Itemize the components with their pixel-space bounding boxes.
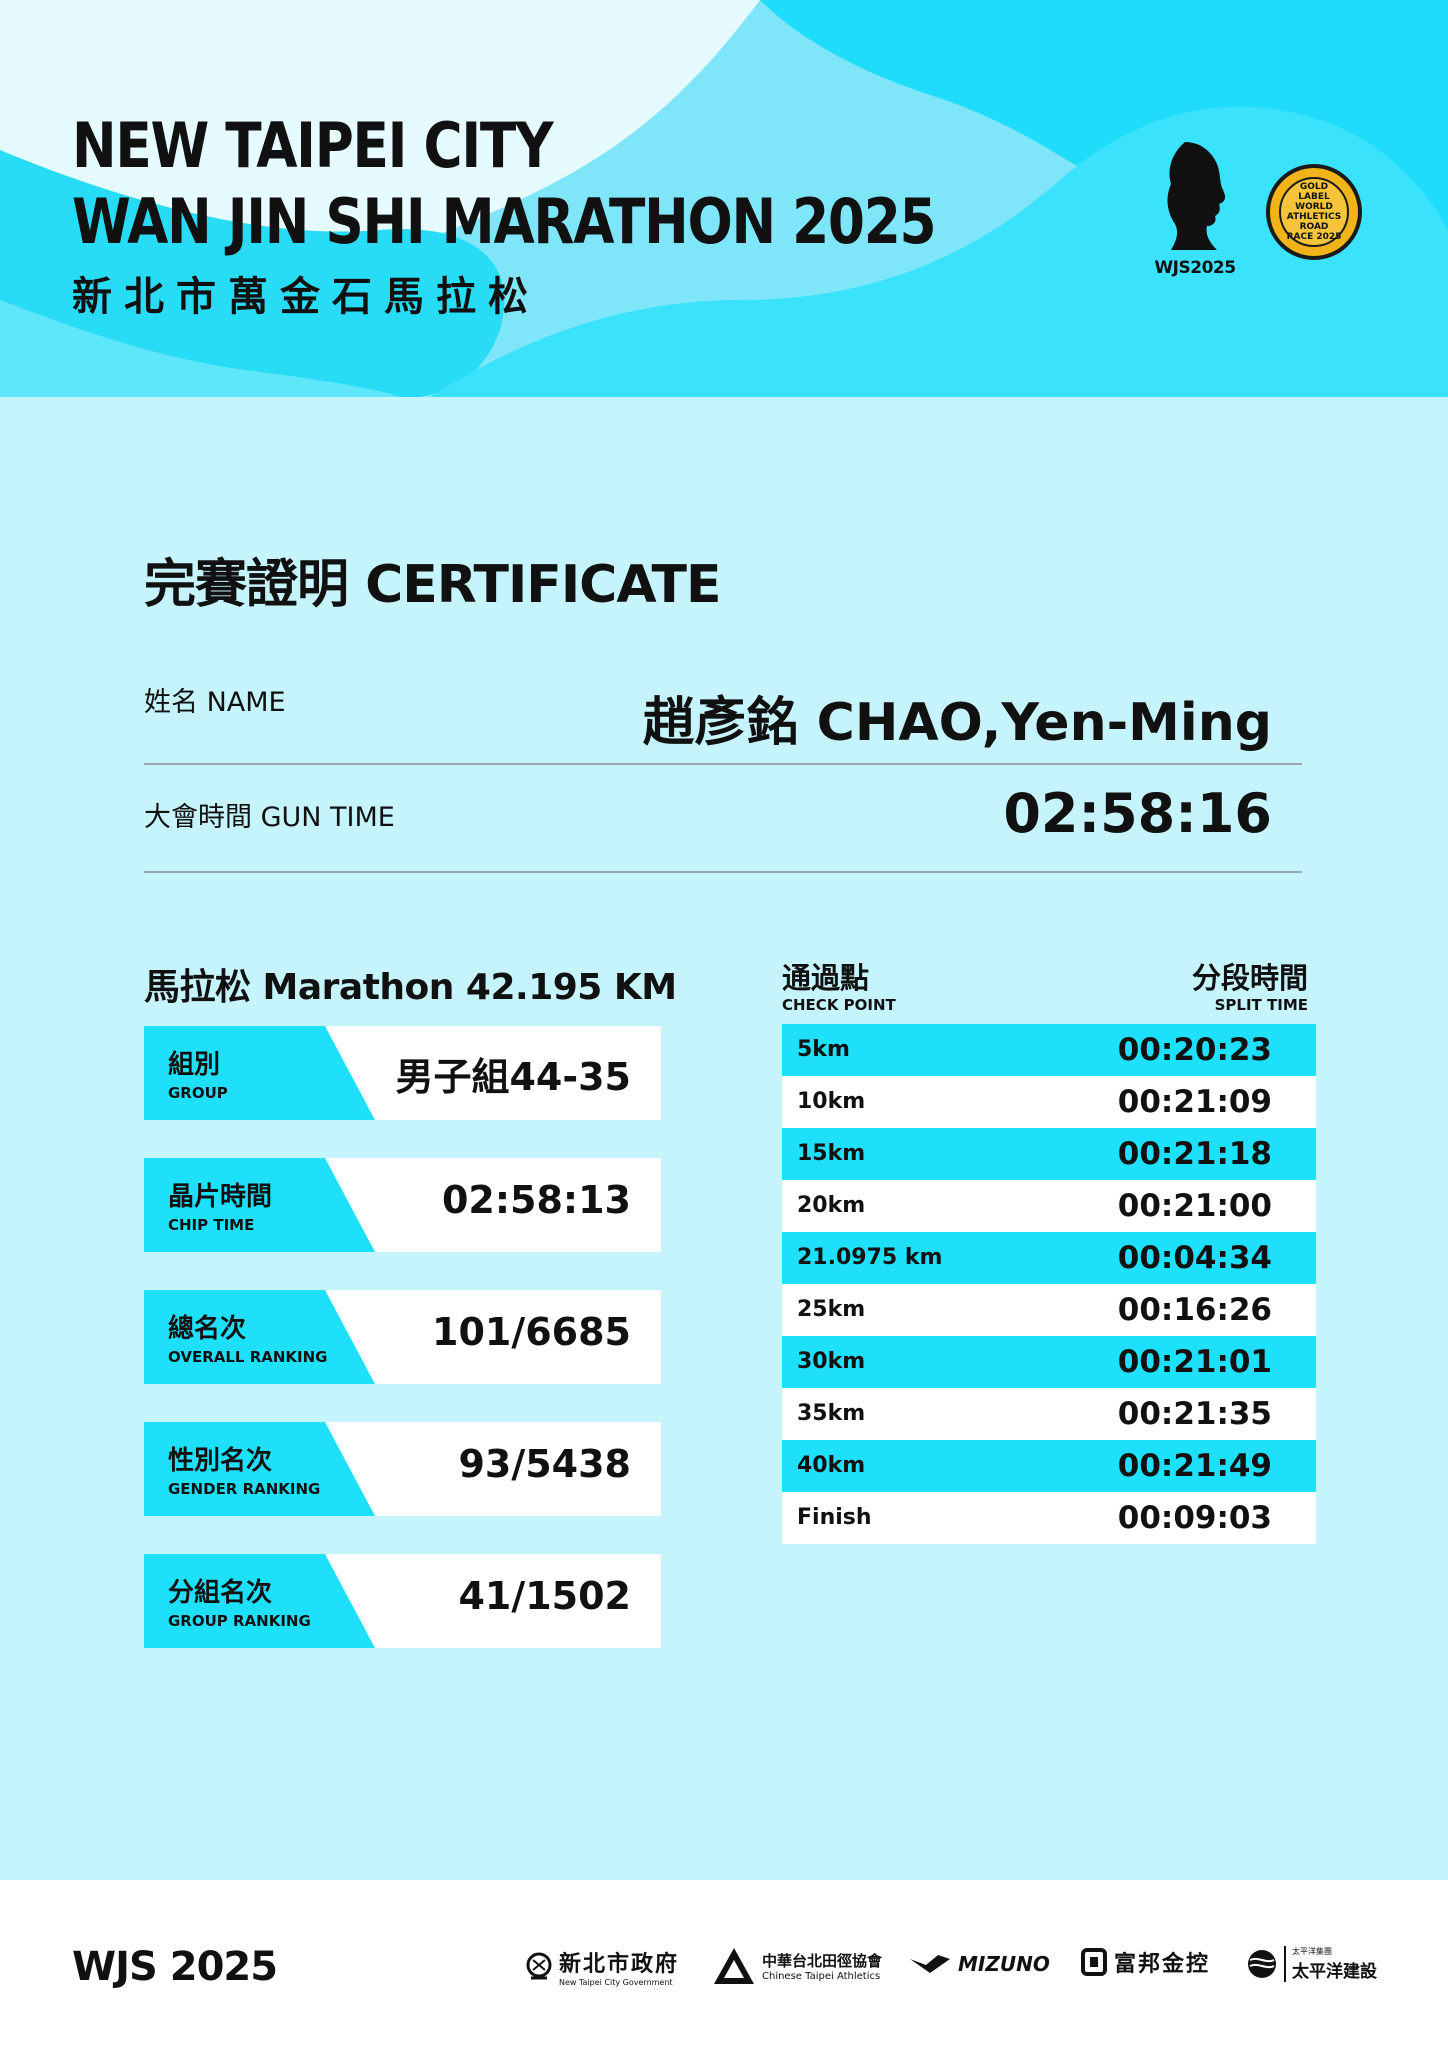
stat-label-zh: 晶片時間	[168, 1182, 273, 1212]
name-label: 姓名 NAME	[144, 687, 286, 718]
split-time-cell: 00:16:26	[1117, 1292, 1272, 1328]
checkpoint-cell: 21.0975 km	[797, 1245, 943, 1270]
split-time-cell: 00:20:23	[1117, 1032, 1272, 1068]
race-title: 馬拉松 Marathon 42.195 KM	[144, 967, 677, 1008]
gun-time-label: 大會時間 GUN TIME	[144, 802, 395, 833]
checkpoint-cell: 5km	[797, 1037, 850, 1062]
table-row: 5km 00:20:23	[782, 1024, 1316, 1076]
divider	[144, 763, 1302, 765]
stat-value: 男子組44-35	[395, 1055, 631, 1099]
stat-value: 93/5438	[458, 1442, 631, 1486]
stat-label-en: GENDER RANKING	[168, 1480, 321, 1498]
stat-label-en: GROUP	[168, 1084, 228, 1102]
sponsor-fubon: 富邦金控	[1080, 1946, 1210, 1978]
split-time-cell: 00:21:49	[1117, 1448, 1272, 1484]
title-chinese: 新北市萬金石馬拉松	[72, 274, 540, 320]
cta-triangle-icon	[714, 1948, 754, 1984]
mizuno-runbird-icon	[910, 1955, 950, 1973]
sponsor-pacific-name: 太平洋建設	[1292, 1962, 1377, 1982]
checkpoint-cell: 30km	[797, 1349, 866, 1374]
stat-value: 41/1502	[458, 1574, 631, 1618]
stat-label-zh: 分組名次	[168, 1578, 273, 1608]
wjs-logo-label: WJS2025	[1154, 258, 1236, 278]
table-row: 21.0975 km 00:04:34	[782, 1232, 1316, 1284]
ntpc-emblem-icon	[526, 1952, 552, 1979]
fubon-logo-icon	[1081, 1948, 1107, 1976]
split-time-cell: 00:21:01	[1117, 1344, 1272, 1380]
table-row: 20km 00:21:00	[782, 1180, 1316, 1232]
stat-value: 101/6685	[432, 1310, 631, 1354]
checkpoint-header-en: CHECK POINT	[782, 996, 896, 1014]
event-title: NEW TAIPEI CITY WAN JIN SHI MARATHON 202…	[72, 108, 1076, 322]
stat-value: 02:58:13	[441, 1178, 631, 1222]
split-time-cell: 00:21:35	[1117, 1396, 1272, 1432]
stat-group-ranking: 分組名次 GROUP RANKING 41/1502	[144, 1554, 661, 1648]
footer-brand: WJS 2025	[72, 1944, 278, 1990]
wjs-logo: WJS2025	[1150, 140, 1240, 278]
stat-label-zh: 總名次	[168, 1314, 247, 1344]
stat-label-zh: 性別名次	[168, 1446, 273, 1476]
stat-label-en: CHIP TIME	[168, 1216, 255, 1234]
title-line-2: WAN JIN SHI MARATHON 2025	[72, 185, 937, 258]
sponsor-cta: 中華台北田徑協會 Chinese Taipei Athletics	[712, 1946, 882, 1986]
divider	[144, 871, 1302, 873]
table-row: 25km 00:16:26	[782, 1284, 1316, 1336]
stat-chip-time: 晶片時間 CHIP TIME 02:58:13	[144, 1158, 661, 1252]
table-row: 35km 00:21:35	[782, 1388, 1316, 1440]
stat-overall-ranking: 總名次 OVERALL RANKING 101/6685	[144, 1290, 661, 1384]
stat-label-en: GROUP RANKING	[168, 1612, 311, 1630]
sponsor-cta-en: Chinese Taipei Athletics	[762, 1971, 881, 1982]
split-header-en: SPLIT TIME	[1214, 996, 1308, 1014]
sponsor-ntpc-name: 新北市政府	[559, 1952, 680, 1977]
runner-name: 趙彥銘 CHAO,Yen-Ming	[642, 693, 1272, 753]
sponsor-mizuno-name: MIZUNO	[958, 1952, 1050, 1976]
stat-group: 組別 GROUP 男子組44-35	[144, 1026, 661, 1120]
split-time-cell: 00:21:09	[1117, 1084, 1272, 1120]
split-header-zh: 分段時間	[1191, 961, 1308, 995]
checkpoint-cell: 15km	[797, 1141, 866, 1166]
table-row: 40km 00:21:49	[782, 1440, 1316, 1492]
sponsor-cta-name: 中華台北田徑協會	[762, 1952, 883, 1970]
sponsor-ntpc: 新北市政府 New Taipei City Government	[525, 1946, 679, 1987]
table-row: 30km 00:21:01	[782, 1336, 1316, 1388]
checkpoint-cell: 40km	[797, 1453, 866, 1478]
pacific-globe-icon	[1248, 1950, 1276, 1978]
gun-time-value: 02:58:16	[1003, 782, 1272, 845]
splits-table: 5km 00:20:23 10km 00:21:09 15km 00:21:18…	[782, 1024, 1316, 1544]
table-row: Finish 00:09:03	[782, 1492, 1316, 1544]
stat-label-en: OVERALL RANKING	[168, 1348, 328, 1366]
checkpoint-cell: Finish	[797, 1505, 872, 1530]
badge-text: GOLD LABEL WORLD ATHLETICS ROAD RACE 202…	[1286, 182, 1342, 242]
queens-head-icon	[1167, 142, 1226, 250]
table-row: 15km 00:21:18	[782, 1128, 1316, 1180]
checkpoint-cell: 10km	[797, 1089, 866, 1114]
checkpoint-cell: 20km	[797, 1193, 866, 1218]
checkpoint-cell: 25km	[797, 1297, 866, 1322]
stat-gender-ranking: 性別名次 GENDER RANKING 93/5438	[144, 1422, 661, 1516]
sponsor-fubon-name: 富邦金控	[1114, 1952, 1211, 1977]
badge-inner: GOLD LABEL WORLD ATHLETICS ROAD RACE 202…	[1279, 177, 1349, 247]
footer: WJS 2025 新北市政府 New Taipei City Governmen…	[0, 1880, 1448, 2048]
sponsor-pacific-group: 太平洋集團	[1292, 1947, 1332, 1956]
sponsor-pacific: 太平洋集團 太平洋建設	[1246, 1946, 1377, 1982]
certificate-title: 完賽證明 CERTIFICATE	[144, 555, 722, 615]
table-row: 10km 00:21:09	[782, 1076, 1316, 1128]
stat-label-zh: 組別	[168, 1050, 221, 1080]
checkpoint-cell: 35km	[797, 1401, 866, 1426]
sponsor-mizuno: MIZUNO	[908, 1952, 1050, 1976]
gold-label-badge: GOLD LABEL WORLD ATHLETICS ROAD RACE 202…	[1266, 164, 1362, 260]
sponsor-ntpc-en: New Taipei City Government	[559, 1978, 673, 1987]
split-time-cell: 00:21:00	[1117, 1188, 1272, 1224]
checkpoint-header-zh: 通過點	[782, 961, 870, 995]
split-time-cell: 00:09:03	[1117, 1500, 1272, 1536]
split-time-cell: 00:04:34	[1117, 1240, 1272, 1276]
split-time-cell: 00:21:18	[1117, 1136, 1272, 1172]
title-line-1: NEW TAIPEI CITY	[72, 109, 554, 182]
header-banner: NEW TAIPEI CITY WAN JIN SHI MARATHON 202…	[0, 0, 1448, 397]
